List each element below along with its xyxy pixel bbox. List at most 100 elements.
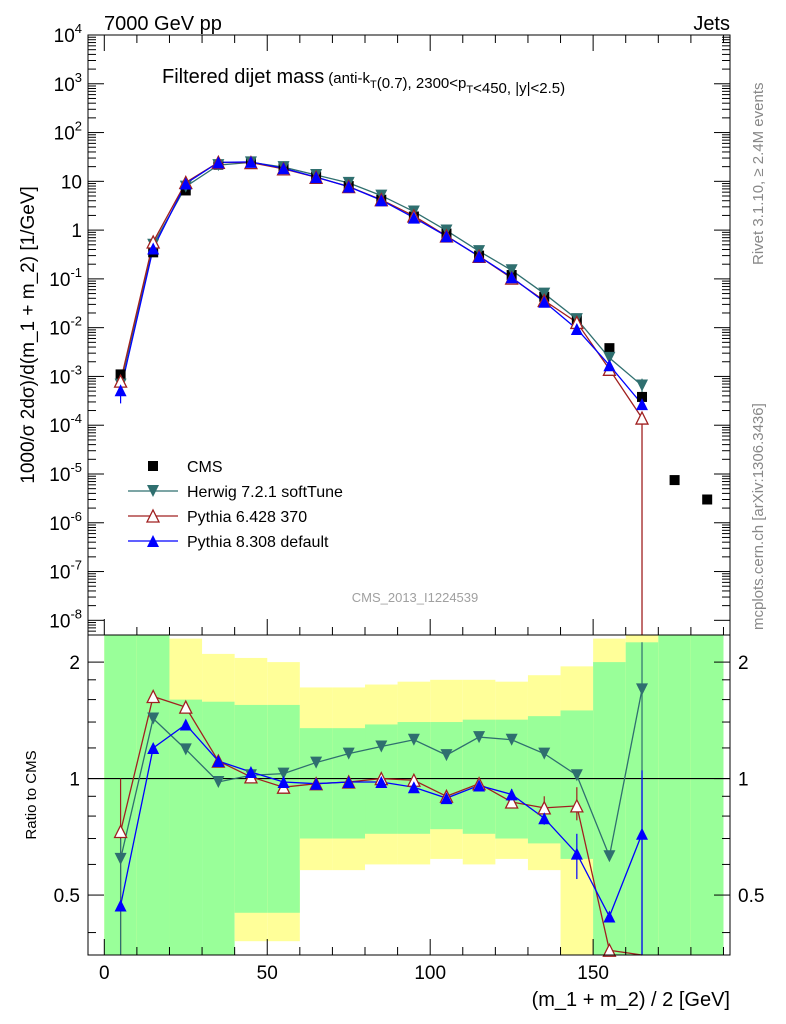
ratio-green-band (267, 704, 300, 913)
data-point (114, 384, 127, 397)
ratio-data-point (342, 775, 355, 788)
data-point (407, 211, 420, 224)
header-left-label: 7000 GeV pp (104, 13, 222, 35)
ratio-green-band (202, 701, 235, 955)
lower-panel-frame (87, 634, 731, 956)
ratio-data-point (407, 781, 420, 794)
data-point (505, 264, 518, 277)
data-point (212, 156, 225, 169)
upper-y-tick-label: 10-1 (49, 265, 82, 291)
upper-y-tick-label: 1 (71, 221, 82, 242)
data-point (636, 379, 649, 392)
analysis-watermark: CMS_2013_I1224539 (352, 590, 479, 605)
ratio-data-point (375, 740, 388, 753)
header-right-label: Jets (693, 13, 730, 35)
ratio-data-point (603, 910, 616, 923)
upper-y-tick-label: 10-7 (49, 558, 82, 584)
ratio-y-tick-label-right: 2 (738, 653, 749, 674)
ratio-data-point (636, 827, 649, 840)
ratio-data-point (473, 779, 486, 792)
ratio-data-point (277, 775, 290, 788)
upper-y-tick-label: 10-3 (49, 362, 82, 388)
upper-y-tick-label: 10-6 (49, 509, 82, 535)
ratio-green-band (690, 635, 724, 955)
upper-panel-frame (87, 34, 731, 636)
ratio-green-band (430, 722, 463, 830)
lower-panel-bands (88, 635, 730, 955)
ratio-data-point (277, 767, 290, 780)
lower-panel-series (113, 642, 649, 957)
x-tick-label: 100 (414, 963, 446, 984)
upper-y-tick-label: 102 (54, 119, 82, 145)
data-point (702, 494, 713, 505)
data-point (634, 410, 650, 425)
ratio-data-point (440, 749, 453, 762)
ratio-data-point (602, 942, 617, 957)
data-point (570, 322, 583, 335)
ratio-data-point (212, 755, 225, 768)
upper-y-tick-label: 10-5 (49, 460, 82, 486)
ratio-data-point (114, 852, 127, 865)
ratio-data-point (310, 756, 323, 769)
legend-marker (145, 508, 161, 523)
data-point (604, 343, 615, 354)
data-point (637, 391, 648, 402)
legend-label: Pythia 8.308 default (187, 534, 329, 551)
ratio-data-point (146, 689, 161, 704)
data-point (440, 230, 453, 243)
x-tick-label: 0 (99, 963, 110, 984)
data-point (636, 398, 649, 411)
data-point (669, 475, 680, 486)
ratio-data-point (147, 712, 160, 725)
legend: CMS Herwig 7.2.1 softTune Pythia 6.428 370… (128, 459, 343, 551)
ratio-data-point (310, 777, 323, 790)
ratio-green-band (234, 704, 268, 913)
data-point (603, 359, 616, 372)
ratio-data-point (505, 733, 518, 746)
upper-y-tick-label: 10-2 (49, 314, 82, 340)
ratio-data-point (538, 812, 551, 825)
legend-label: Herwig 7.2.1 softTune (187, 484, 343, 501)
ratio-data-point (147, 741, 160, 754)
legend-label: Pythia 6.428 370 (187, 509, 307, 526)
data-point (277, 162, 290, 175)
upper-panel-ticks: 10-8 10-7 10-6 10-5 10-4 10-3 10-2 10-1 1 10 102 10… (49, 21, 730, 635)
chart-subtitle: (anti-kT(0.7), 2300<pT<450, |y|<2.5) (328, 70, 565, 97)
ratio-data-point (244, 765, 257, 778)
x-tick-label: 50 (257, 963, 278, 984)
ratio-green-band (136, 635, 170, 955)
lower-panel-ticks: 0 50 100 150 0.5 0.5 1 1 2 2 (54, 653, 765, 984)
ratio-y-tick-label-right: 1 (738, 770, 749, 791)
ratio-green-band (658, 635, 691, 955)
mcplots-label: mcplots.cern.ch [arXiv:1306.3436] (750, 403, 767, 630)
ratio-y-axis-label: Ratio to CMS (23, 750, 40, 839)
x-tick-label: 150 (577, 963, 609, 984)
data-point (603, 351, 616, 364)
ratio-y-tick-label: 1 (69, 770, 80, 791)
upper-y-tick-label: 103 (54, 70, 82, 96)
legend-marker (148, 461, 158, 471)
ratio-data-point (114, 899, 127, 912)
data-point (310, 171, 323, 184)
data-point (538, 295, 551, 308)
ratio-data-point (569, 798, 584, 813)
x-axis-label: (m_1 + m_2) / 2 [GeV] (532, 989, 730, 1011)
ratio-data-point (505, 788, 518, 801)
data-point (505, 271, 518, 284)
legend-label: CMS (187, 459, 223, 476)
ratio-data-point (636, 683, 649, 696)
legend-marker (147, 485, 159, 497)
rivet-version-label: Rivet 3.1.10, ≥ 2.4M events (750, 83, 767, 266)
data-point (147, 242, 160, 255)
ratio-y-tick-label-right: 0.5 (738, 886, 764, 907)
data-point (244, 155, 257, 168)
ratio-green-band (169, 699, 203, 955)
ratio-data-point (603, 850, 616, 863)
upper-y-tick-label: 104 (54, 21, 82, 47)
ratio-data-point (113, 824, 128, 839)
ratio-data-point (179, 743, 192, 756)
ratio-data-point (570, 769, 583, 782)
ratio-data-point (504, 794, 519, 809)
data-point (473, 250, 486, 263)
ratio-data-point (375, 775, 388, 788)
